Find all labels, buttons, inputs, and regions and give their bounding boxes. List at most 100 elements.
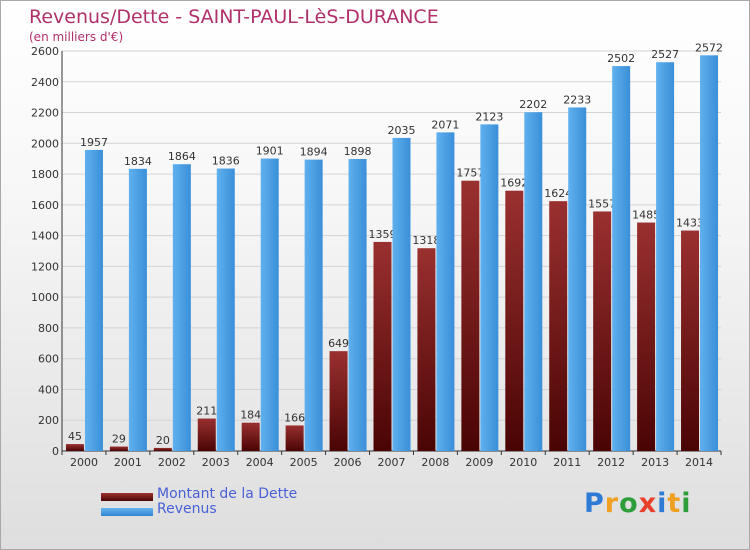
logo-letter: i <box>681 488 692 519</box>
y-tick-label: 1600 <box>31 199 59 212</box>
y-tick-label: 1800 <box>31 168 59 181</box>
x-tick-label: 2000 <box>70 456 98 469</box>
debt-value-label: 1433 <box>676 217 704 230</box>
revenue-bar <box>84 149 103 451</box>
x-tick-label: 2001 <box>114 456 142 469</box>
debt-bar <box>109 446 128 451</box>
debt-value-label: 649 <box>328 337 349 350</box>
logo-letter: x <box>638 488 658 519</box>
debt-bar <box>549 201 568 451</box>
revenue-bar <box>436 132 455 451</box>
logo-letter: o <box>619 488 639 519</box>
legend-swatch-debt <box>101 493 153 501</box>
revenue-bar <box>260 158 279 452</box>
debt-bar <box>637 222 656 451</box>
debt-value-label: 20 <box>156 434 170 447</box>
revenue-bar <box>612 66 631 452</box>
revenue-value-label: 2202 <box>519 98 547 111</box>
y-tick-label: 2600 <box>31 45 59 58</box>
debt-bar <box>197 418 216 451</box>
debt-value-label: 1692 <box>500 177 528 190</box>
debt-value-label: 166 <box>284 411 305 424</box>
revenue-value-label: 1834 <box>124 155 152 168</box>
revenue-bar <box>568 107 587 451</box>
y-tick-label: 2200 <box>31 107 59 120</box>
x-tick-label: 2003 <box>202 456 230 469</box>
debt-bar <box>505 190 524 451</box>
x-tick-label: 2013 <box>641 456 669 469</box>
revenue-value-label: 2502 <box>607 52 635 65</box>
y-tick-label: 400 <box>38 383 59 396</box>
debt-bar <box>681 230 700 451</box>
debt-bar <box>373 241 392 451</box>
debt-value-label: 1557 <box>588 197 616 210</box>
legend-label-debt: Montant de la Dette <box>157 486 298 502</box>
x-tick-label: 2005 <box>290 456 318 469</box>
debt-value-label: 1318 <box>412 234 440 247</box>
x-tick-label: 2006 <box>334 456 362 469</box>
revenue-value-label: 2233 <box>563 93 591 106</box>
y-tick-label: 1400 <box>31 230 59 243</box>
revenue-value-label: 1898 <box>344 145 372 158</box>
y-tick-label: 2400 <box>31 76 59 89</box>
revenue-bar <box>216 168 235 452</box>
revenue-bar <box>656 62 675 451</box>
revenue-bar <box>172 164 191 451</box>
revenue-value-label: 2071 <box>431 118 459 131</box>
revenue-value-label: 1864 <box>168 150 196 163</box>
revenue-bar <box>128 168 147 451</box>
x-tick-label: 2007 <box>378 456 406 469</box>
revenue-value-label: 1957 <box>80 136 108 149</box>
debt-bar <box>65 444 84 451</box>
x-tick-label: 2004 <box>246 456 274 469</box>
debt-bar <box>329 351 348 451</box>
debt-value-label: 1624 <box>544 187 572 200</box>
x-tick-label: 2011 <box>553 456 581 469</box>
debt-bar <box>285 425 304 451</box>
y-tick-label: 1000 <box>31 291 59 304</box>
x-tick-label: 2009 <box>465 456 493 469</box>
logo-letter: P <box>584 488 605 519</box>
debt-value-label: 1359 <box>369 228 397 241</box>
revenue-value-label: 1836 <box>212 155 240 168</box>
x-tick-label: 2012 <box>597 456 625 469</box>
debt-value-label: 45 <box>68 430 82 443</box>
x-tick-label: 2014 <box>685 456 713 469</box>
legend-swatch-revenue <box>101 508 153 516</box>
debt-value-label: 1757 <box>456 167 484 180</box>
y-tick-label: 1200 <box>31 260 59 273</box>
debt-value-label: 29 <box>112 433 126 446</box>
chart-title: Revenus/Dette - SAINT-PAUL-LèS-DURANCE <box>29 6 439 28</box>
y-tick-label: 2000 <box>31 137 59 150</box>
debt-value-label: 1485 <box>632 209 660 222</box>
logo-letter: t <box>667 488 682 519</box>
y-tick-label: 800 <box>38 322 59 335</box>
revenue-value-label: 2572 <box>695 41 723 54</box>
revenue-value-label: 2035 <box>388 124 416 137</box>
x-tick-label: 2008 <box>421 456 449 469</box>
debt-bar <box>153 447 172 451</box>
logo-letter: i <box>657 488 668 519</box>
debt-bar <box>593 211 612 451</box>
chart-subtitle: (en milliers d'€) <box>29 30 124 44</box>
revenue-value-label: 1901 <box>256 145 284 158</box>
proxiti-logo: Proxiti <box>584 488 692 519</box>
x-tick-label: 2010 <box>509 456 537 469</box>
debt-value-label: 211 <box>196 405 217 418</box>
y-tick-label: 0 <box>52 445 59 458</box>
revenue-value-label: 2527 <box>651 48 679 61</box>
y-tick-label: 200 <box>38 414 59 427</box>
revenue-bar <box>392 137 411 451</box>
legend-label-revenue: Revenus <box>157 501 217 517</box>
x-tick-label: 2002 <box>158 456 186 469</box>
revenue-bar <box>524 112 543 451</box>
revenue-bar <box>348 159 367 451</box>
logo-letter: r <box>604 488 620 519</box>
revenue-bar <box>480 124 499 451</box>
debt-bar <box>241 422 260 451</box>
debt-bar <box>417 248 436 451</box>
revenue-bar <box>304 159 323 451</box>
debt-value-label: 184 <box>240 409 261 422</box>
